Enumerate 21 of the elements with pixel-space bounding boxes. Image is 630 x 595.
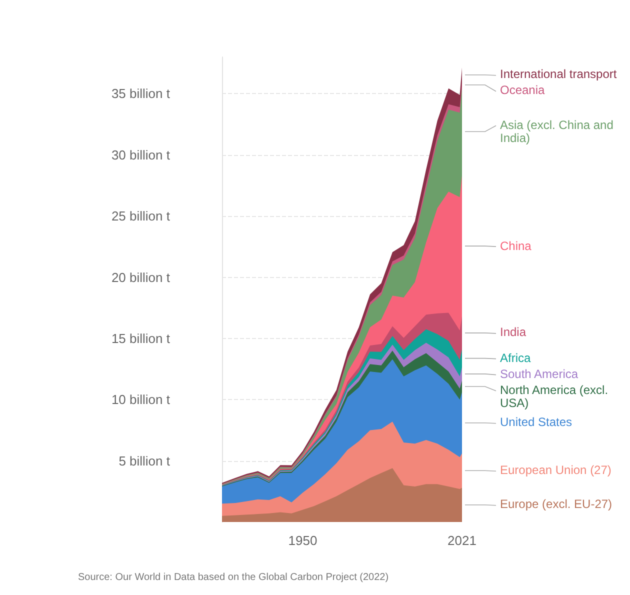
text: South America (500, 366, 580, 381)
y-tick-label: 30 billion t (111, 147, 170, 162)
x-tick-label: 2021 (448, 533, 476, 548)
text: Oceania (500, 83, 546, 98)
y-tick-label: 20 billion t (111, 270, 170, 285)
text: European Union (27) (500, 463, 612, 478)
y-tick-label: 35 billion t (111, 86, 170, 102)
text: Europe (excl. EU-27) (500, 497, 614, 512)
y-tick-label: 10 billion t (111, 392, 170, 408)
y-tick-label: 15 billion t (111, 330, 170, 346)
text: Asia (excl. China and India) (500, 118, 614, 145)
source-note: Source: Our World in Data based on the Global Carbon Project (2022) (78, 572, 389, 583)
text: International transport (500, 67, 618, 82)
text: India (500, 325, 528, 340)
text: United States (500, 415, 574, 430)
text: China (500, 238, 532, 253)
y-tick-label: 5 billion t (118, 453, 170, 468)
text: North America (excl. USA) (500, 382, 610, 410)
x-tick-label: 1950 (288, 533, 318, 548)
text: Africa (500, 350, 532, 365)
y-tick-label: 25 billion t (111, 208, 170, 224)
